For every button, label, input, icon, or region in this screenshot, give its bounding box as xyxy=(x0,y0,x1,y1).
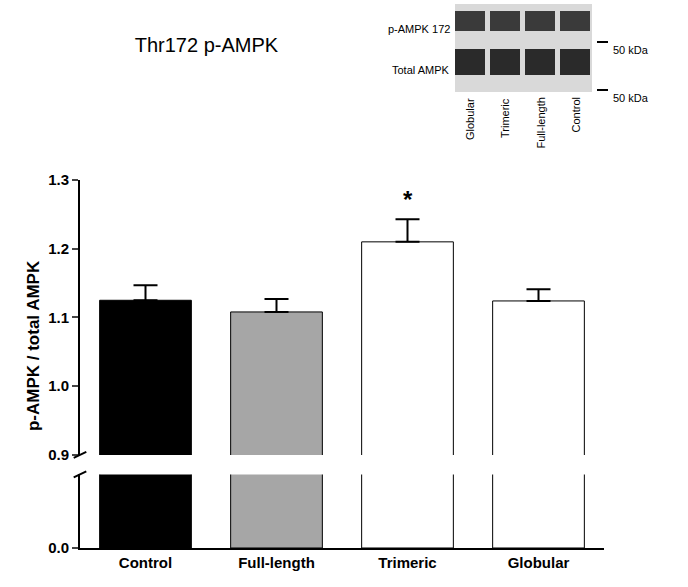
svg-text:p-AMPK 172: p-AMPK 172 xyxy=(388,23,450,35)
svg-text:0.9: 0.9 xyxy=(48,446,69,463)
svg-text:50 kDa: 50 kDa xyxy=(613,44,649,56)
svg-text:Trimeric: Trimeric xyxy=(378,554,436,571)
svg-text:Full-length: Full-length xyxy=(238,554,315,571)
svg-text:1.1: 1.1 xyxy=(48,309,69,326)
svg-text:Total AMPK: Total AMPK xyxy=(392,64,450,76)
svg-text:50 kDa: 50 kDa xyxy=(613,92,649,104)
svg-text:*: * xyxy=(403,186,413,213)
svg-text:Globular: Globular xyxy=(508,554,570,571)
svg-text:1.3: 1.3 xyxy=(48,171,69,188)
svg-text:1.0: 1.0 xyxy=(48,377,69,394)
svg-text:0.0: 0.0 xyxy=(48,539,69,556)
svg-text:1.2: 1.2 xyxy=(48,240,69,257)
svg-text:Thr172 p-AMPK: Thr172 p-AMPK xyxy=(135,34,279,56)
svg-text:Trimeric: Trimeric xyxy=(499,98,511,138)
svg-text:p-AMPK / total AMPK: p-AMPK / total AMPK xyxy=(24,260,43,431)
svg-text:Control: Control xyxy=(570,97,582,132)
svg-text:Full-length: Full-length xyxy=(535,97,547,148)
svg-text:Globular: Globular xyxy=(464,98,476,140)
svg-text:Control: Control xyxy=(119,554,172,571)
